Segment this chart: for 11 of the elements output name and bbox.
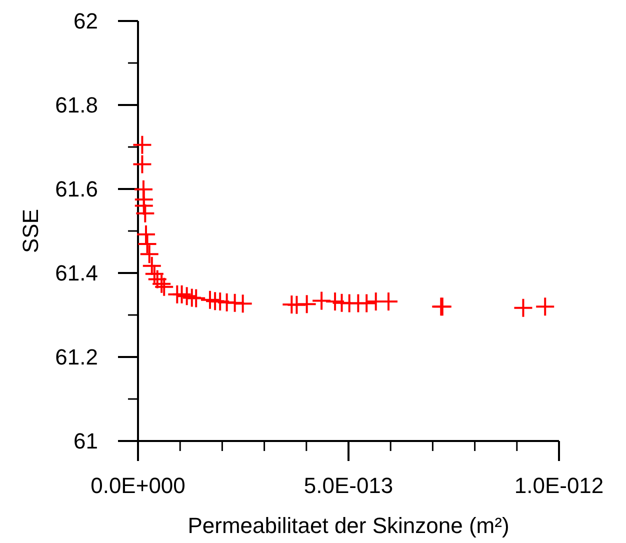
x-tick-label: 0.0E+000 (90, 473, 186, 498)
y-tick-label: 61.6 (55, 176, 98, 202)
y-tick-label: 61.4 (55, 260, 98, 286)
y-tick-label: 62 (74, 8, 98, 34)
y-tick-label: 61.8 (55, 92, 98, 118)
x-axis-title: Permeabilitaet der Skinzone (m²) (188, 513, 510, 538)
x-tick-label: 5.0E-013 (304, 473, 394, 498)
x-tick-label: 1.0E-012 (514, 473, 604, 498)
y-tick-label: 61.2 (55, 344, 98, 370)
y-tick-label: 61 (74, 428, 98, 454)
y-axis-title: SSE (18, 208, 43, 254)
